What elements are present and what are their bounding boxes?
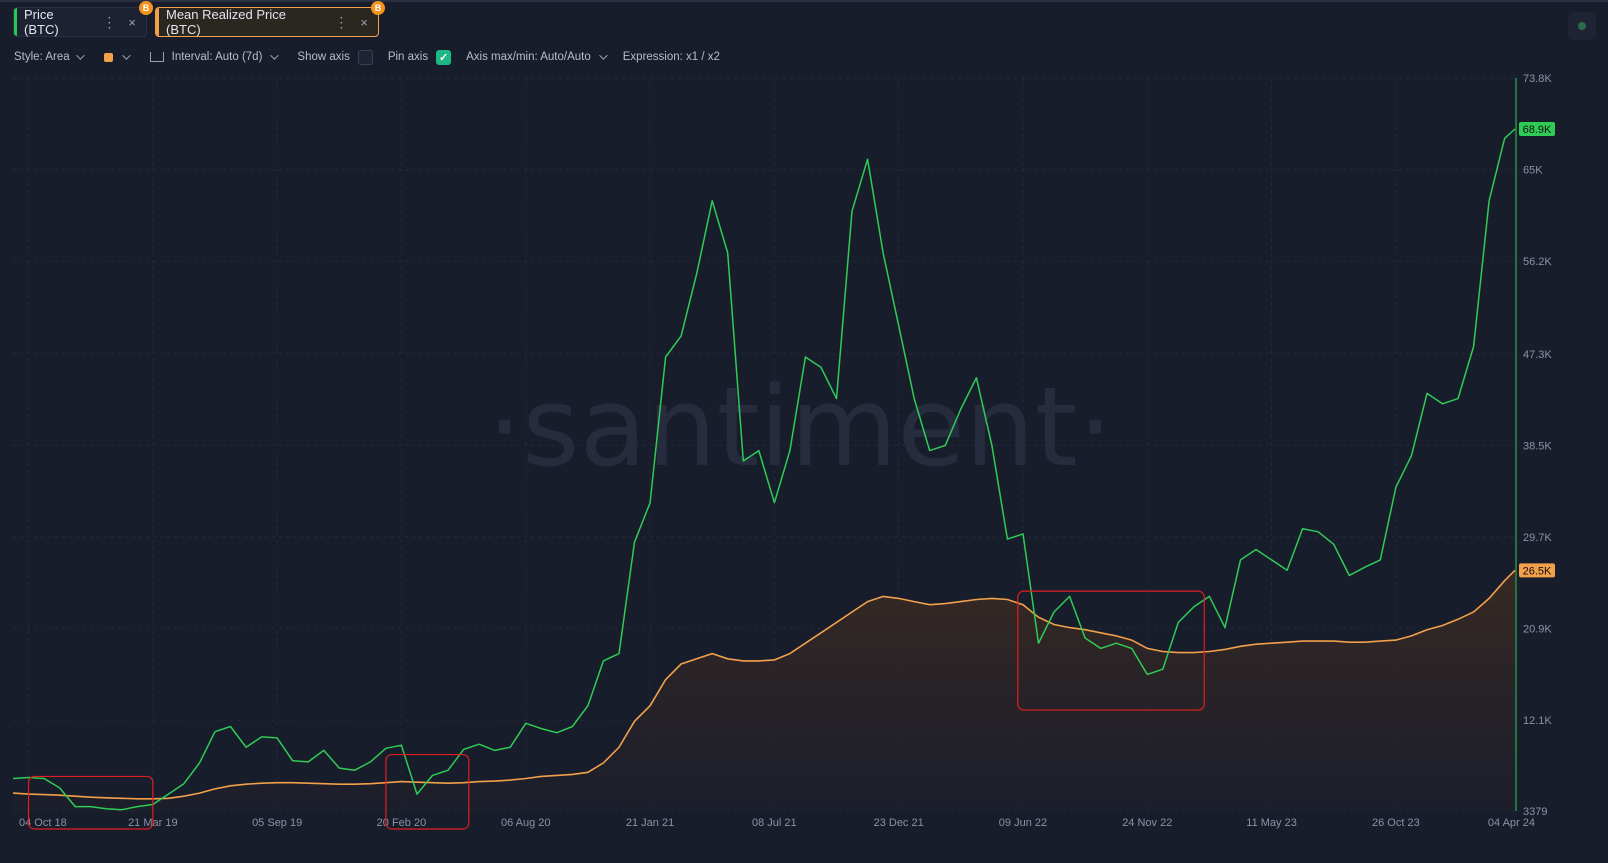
realized-price-area — [13, 570, 1515, 811]
y-tick-label: 56.2K — [1523, 256, 1552, 268]
y-tick-label: 12.1K — [1523, 715, 1552, 727]
highlight-box — [385, 753, 470, 830]
tab-menu-icon[interactable]: ⋮ — [334, 13, 349, 30]
tab-close-icon[interactable]: × — [128, 14, 136, 30]
y-tick-label: 73.8K — [1523, 73, 1552, 85]
x-tick-label: 09 Jun 22 — [999, 817, 1047, 829]
interval-dropdown[interactable]: Interval: Auto (7d) — [149, 51, 280, 63]
y-tick-label: 38.5K — [1523, 440, 1552, 452]
expression-field[interactable]: Expression: x1 / x2 — [623, 51, 720, 63]
status-dot-icon — [1578, 22, 1586, 30]
show-axis-label: Show axis — [297, 51, 350, 63]
highlight-box — [27, 775, 154, 830]
expression-label: Expression: x1 / x2 — [622, 51, 720, 63]
tab-label: Mean Realized Price (BTC) — [166, 7, 286, 37]
y-tick-label: 65K — [1523, 165, 1543, 177]
y-tick-label: 29.7K — [1523, 532, 1552, 544]
color-swatch-icon — [103, 52, 113, 62]
interval-label: Interval: Auto (7d) — [171, 51, 263, 63]
top-border — [0, 0, 1608, 2]
x-tick-label: 08 Jul 21 — [752, 817, 797, 829]
pin-axis-checkbox[interactable]: ✓ — [436, 49, 452, 65]
pin-axis-toggle[interactable]: Pin axis ✓ — [387, 49, 452, 65]
realized-price-line — [12, 569, 1516, 800]
y-tick-label: 20.9K — [1523, 624, 1552, 636]
x-tick-label: 24 Nov 22 — [1122, 817, 1172, 829]
last-value-label: 68.9K — [1523, 124, 1552, 136]
show-axis-toggle[interactable]: Show axis — [297, 49, 373, 65]
x-tick-label: 21 Jan 21 — [626, 817, 674, 829]
last-value-badge — [1519, 122, 1555, 137]
tab-accent — [156, 8, 159, 36]
tab-menu-icon[interactable]: ⋮ — [102, 13, 117, 30]
show-axis-checkbox[interactable] — [357, 49, 373, 65]
color-picker[interactable] — [103, 51, 131, 62]
interval-icon — [149, 52, 164, 62]
bitcoin-badge-icon: B — [139, 1, 153, 15]
style-dropdown[interactable]: Style: Area — [14, 51, 85, 63]
price-line — [12, 128, 1516, 811]
last-value-badge — [1519, 563, 1555, 578]
x-tick-label: 04 Apr 24 — [1488, 817, 1535, 829]
x-tick-label: 06 Aug 20 — [501, 817, 551, 829]
y-tick-label: 47.3K — [1523, 349, 1552, 361]
bitcoin-badge-icon: B — [371, 1, 385, 15]
style-label: Style: Area — [14, 51, 70, 63]
pin-axis-label: Pin axis — [387, 51, 429, 63]
tab-close-icon[interactable]: × — [360, 14, 368, 30]
tab-label: Price (BTC) — [24, 7, 59, 37]
x-tick-label: 26 Oct 23 — [1372, 817, 1420, 829]
x-tick-label: 11 May 23 — [1246, 817, 1297, 829]
highlight-box — [1017, 590, 1205, 711]
x-tick-label: 23 Dec 21 — [874, 817, 924, 829]
settings-dot-button[interactable] — [1568, 12, 1596, 40]
x-tick-label: 05 Sep 19 — [252, 817, 302, 829]
tab-accent — [14, 8, 17, 36]
x-tick-label: 20 Feb 20 — [377, 817, 427, 829]
x-tick-label: 04 Oct 18 — [19, 817, 67, 829]
tab-price-btc[interactable]: Price (BTC) ⋮ × B — [13, 1, 153, 37]
last-value-label: 26.5K — [1523, 565, 1552, 577]
y-tick-label: 3379 — [1523, 806, 1547, 818]
axis-minmax-label: Axis max/min: Auto/Auto — [466, 51, 591, 63]
santiment-watermark: ·santiment· — [487, 363, 1113, 491]
axis-minmax-dropdown[interactable]: Axis max/min: Auto/Auto — [466, 51, 608, 63]
metric-toolbar: Style: Area Interval: Auto (7d) Show axi… — [14, 48, 720, 66]
tab-mean-realized-price-btc[interactable]: Mean Realized Price (BTC) ⋮ × B — [155, 1, 385, 37]
